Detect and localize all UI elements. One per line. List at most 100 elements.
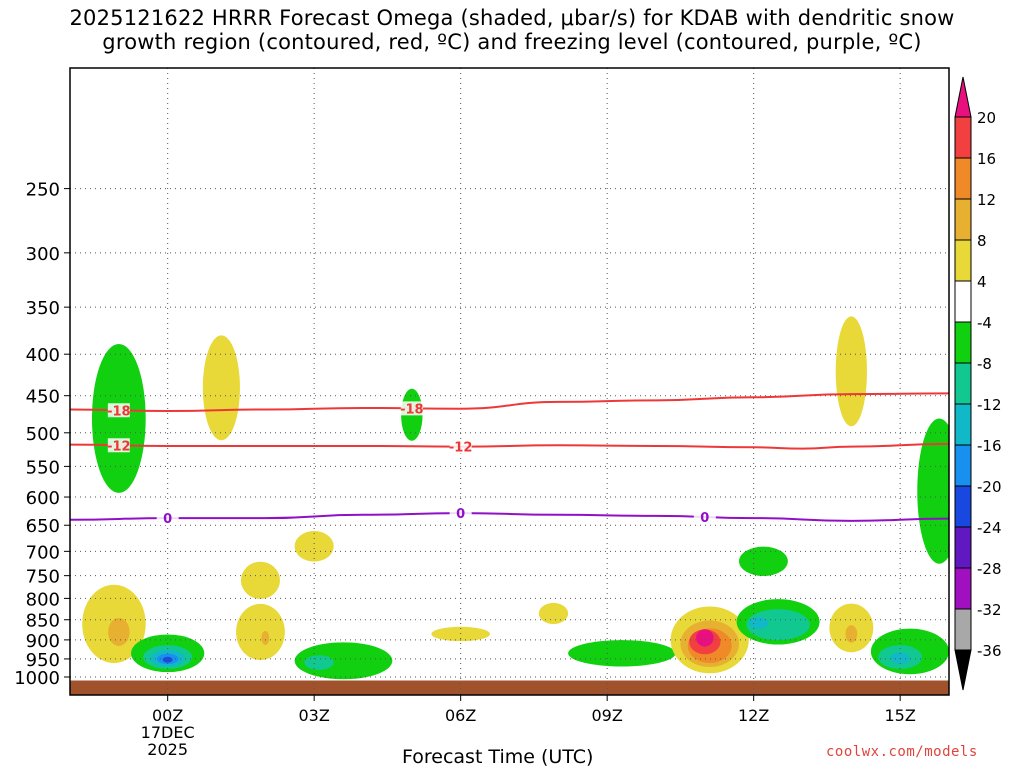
colorbar-box-4	[954, 280, 972, 323]
x-tick-year: 2025	[147, 740, 188, 759]
colorbar-box-9	[954, 485, 972, 528]
omega-shading-layer	[70, 316, 949, 695]
y-tick-label-650: 650	[26, 516, 60, 537]
colorbar: 20 16 12 8 4 -4 -8 -12 -16 -20 -24 -28 -32 -36	[954, 76, 1002, 691]
colorbar-label-2: 12	[977, 191, 996, 209]
contour-label-0-2: 0	[700, 511, 709, 526]
y-tick-label-550: 550	[26, 457, 60, 478]
omega-region-4	[917, 418, 949, 564]
x-tick-label-15Z: 15Z	[885, 706, 916, 725]
contour-label--12-0: -12	[107, 439, 131, 454]
y-tick-label-250: 250	[26, 180, 60, 201]
title-line-1: 2025121622 HRRR Forecast Omega (shaded, …	[69, 6, 955, 30]
x-tick-label-06Z: 06Z	[445, 706, 476, 725]
chart-title: 2025121622 HRRR Forecast Omega (shaded, …	[0, 6, 1024, 54]
colorbar-label-12: -32	[977, 601, 1002, 619]
colorbar-label-3: 8	[977, 232, 987, 250]
colorbar-box-7	[954, 403, 972, 446]
colorbar-bottom-arrow	[954, 649, 972, 691]
contour-label-0-0: 0	[163, 512, 172, 527]
colorbar-box-11	[954, 567, 972, 610]
colorbar-top-arrow	[954, 76, 972, 118]
y-tick-label-600: 600	[26, 488, 60, 509]
colorbar-label-11: -28	[977, 560, 1002, 578]
contour-label-bg-0-1	[449, 506, 472, 521]
ground-strip	[70, 680, 949, 695]
contour-label-bg--18-1	[400, 401, 423, 416]
omega-region-26	[696, 629, 714, 647]
y-tick-label-300: 300	[26, 244, 60, 265]
colorbar-label-7: -12	[977, 396, 1002, 414]
omega-region-17	[294, 642, 393, 680]
y-tick-label-450: 450	[26, 387, 60, 408]
colorbar-box-6	[954, 362, 972, 405]
colorbar-label-13: -36	[977, 642, 1002, 660]
y-tick-label-950: 950	[26, 650, 60, 671]
colorbar-box-2	[954, 198, 972, 241]
y-tick-label-900: 900	[26, 631, 60, 652]
y-tick-label-1000: 1000	[14, 668, 60, 689]
contour-label-bg--12-0	[107, 438, 130, 453]
contour-label-bg-0-0	[156, 511, 179, 526]
y-tick-label-400: 400	[26, 345, 60, 366]
x-tick-label-00Z: 00Z	[152, 706, 183, 725]
colorbar-box-8	[954, 444, 972, 487]
colorbar-box-3	[954, 239, 972, 282]
x-tick-label-09Z: 09Z	[592, 706, 623, 725]
colorbar-label-4: 4	[977, 273, 987, 291]
x-tick-label-03Z: 03Z	[299, 706, 330, 725]
plot-frame	[69, 67, 950, 696]
omega-region-14	[162, 656, 173, 663]
colorbar-label-5: -4	[977, 314, 992, 332]
contour--12	[70, 442, 949, 450]
contour-label-bg-0-2	[693, 510, 716, 525]
omega-region-6	[240, 561, 280, 599]
omega-region-31	[845, 625, 858, 643]
contour-label-bg--18-0	[107, 403, 130, 418]
y-tick-label-800: 800	[26, 589, 60, 610]
contour-label-bg--12-1	[449, 439, 472, 454]
colorbar-label-6: -8	[977, 355, 992, 373]
contour-0	[70, 512, 949, 522]
omega-region-21	[568, 640, 676, 667]
x-axis-label: Forecast Time (UTC)	[402, 746, 594, 768]
colorbar-label-0: 20	[977, 109, 996, 127]
colorbar-label-1: 16	[977, 150, 996, 168]
colorbar-box-5	[954, 321, 972, 364]
omega-region-18	[304, 655, 334, 670]
grid-layer	[70, 68, 949, 695]
omega-region-28	[746, 609, 810, 641]
omega-region-15	[236, 603, 285, 661]
omega-region-0	[91, 343, 146, 493]
y-axis: 2503003504004505005506006507007508008509…	[14, 180, 70, 689]
colorbar-label-8: -16	[977, 437, 1002, 455]
omega-region-16	[261, 630, 270, 646]
y-tick-label-750: 750	[26, 567, 60, 588]
omega-region-20	[538, 602, 569, 625]
colorbar-box-10	[954, 526, 972, 569]
omega-region-3	[835, 316, 867, 427]
y-tick-label-350: 350	[26, 298, 60, 319]
colorbar-box-12	[954, 608, 972, 651]
colorbar-box-0	[954, 116, 972, 159]
omega-region-5	[294, 530, 334, 562]
x-tick-date: 17DEC	[141, 723, 195, 742]
y-tick-label-850: 850	[26, 611, 60, 632]
y-tick-label-700: 700	[26, 542, 60, 563]
omega-region-1	[202, 335, 240, 441]
contour--18	[70, 392, 949, 413]
omega-region-7	[739, 546, 788, 576]
y-tick-label-500: 500	[26, 424, 60, 445]
title-line-2: growth region (contoured, red, ºC) and f…	[102, 30, 922, 54]
contour-label--18-0: -18	[107, 404, 131, 419]
contour-layer: -18 -18 -12 -12 0 0 0	[70, 392, 949, 527]
colorbar-box-1	[954, 157, 972, 200]
contour-label--12-1: -12	[449, 441, 473, 456]
x-tick-label-12Z: 12Z	[738, 706, 769, 725]
colorbar-label-10: -24	[977, 519, 1002, 537]
credit-text: coolwx.com/models	[826, 744, 978, 760]
omega-region-9	[108, 617, 130, 646]
colorbar-label-9: -20	[977, 478, 1002, 496]
